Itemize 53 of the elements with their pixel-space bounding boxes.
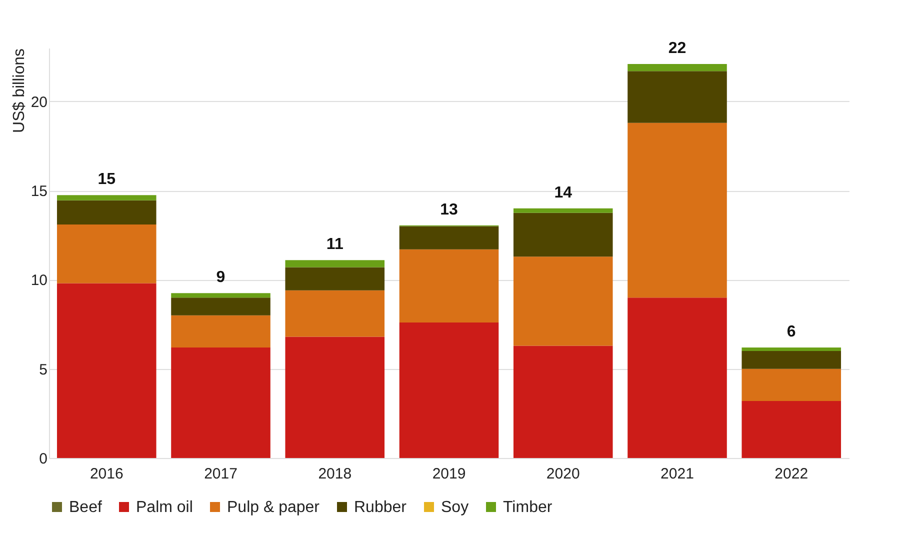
legend-label: Pulp & paper bbox=[227, 499, 320, 516]
bar bbox=[628, 64, 727, 72]
x-tick-label: 2019 bbox=[432, 466, 466, 482]
bar bbox=[742, 368, 842, 401]
y-tick-label: 20 bbox=[30, 94, 48, 111]
bar bbox=[513, 256, 613, 346]
bar bbox=[285, 336, 385, 458]
total-label: 15 bbox=[98, 171, 116, 188]
bar bbox=[513, 212, 613, 257]
total-label: 6 bbox=[786, 323, 796, 340]
bar bbox=[171, 293, 270, 298]
legend-label: Timber bbox=[503, 499, 553, 516]
bar bbox=[628, 71, 727, 123]
bar bbox=[628, 122, 727, 298]
bar bbox=[399, 322, 499, 458]
bar bbox=[742, 351, 842, 369]
y-tick-label: 0 bbox=[39, 450, 48, 468]
bar bbox=[513, 208, 613, 213]
legend-label: Beef bbox=[69, 499, 102, 516]
bar bbox=[171, 298, 270, 316]
x-tick-label: 2018 bbox=[318, 466, 352, 482]
y-tick-label: 15 bbox=[30, 183, 48, 200]
bar bbox=[399, 249, 499, 323]
bar bbox=[399, 226, 499, 250]
x-tick-label: 2022 bbox=[774, 466, 808, 482]
x-tick-label: 2017 bbox=[204, 466, 238, 482]
bar bbox=[285, 260, 385, 268]
total-label: 11 bbox=[326, 236, 344, 254]
legend-label: Rubber bbox=[354, 499, 408, 516]
bar bbox=[742, 400, 842, 458]
x-tick-label: 2020 bbox=[546, 466, 580, 482]
total-label: 14 bbox=[554, 184, 572, 202]
bar bbox=[285, 290, 385, 337]
y-axis-title: US$ billions bbox=[10, 48, 28, 133]
y-tick-label: 5 bbox=[39, 361, 48, 378]
total-label: 22 bbox=[668, 40, 686, 58]
legend-label: Soy bbox=[441, 499, 469, 516]
bar bbox=[56, 195, 156, 200]
bar bbox=[171, 315, 270, 348]
bar bbox=[513, 346, 613, 458]
bar bbox=[56, 224, 156, 284]
y-tick-label: 10 bbox=[30, 272, 48, 290]
x-tick-label: 2016 bbox=[90, 466, 124, 482]
bar bbox=[742, 347, 842, 352]
bar bbox=[285, 267, 385, 290]
bar bbox=[628, 298, 727, 458]
bar bbox=[56, 283, 156, 458]
bar bbox=[56, 200, 156, 224]
x-tick-label: 2021 bbox=[660, 466, 694, 482]
total-label: 13 bbox=[440, 201, 458, 218]
total-label: 9 bbox=[216, 269, 226, 286]
bar bbox=[171, 347, 270, 458]
legend-label: Palm oil bbox=[136, 499, 193, 516]
